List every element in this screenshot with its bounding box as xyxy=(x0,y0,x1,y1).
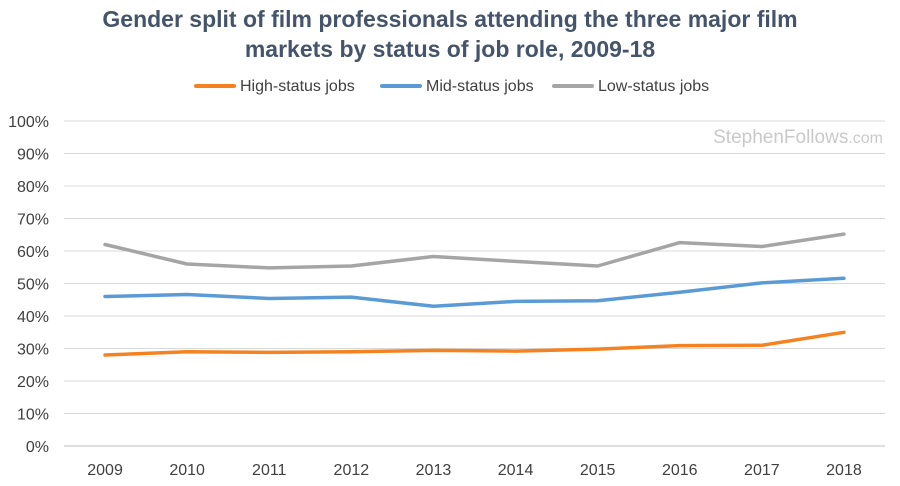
legend-label: High-status jobs xyxy=(240,78,355,95)
y-tick-label: 90% xyxy=(17,147,49,164)
y-tick-label: 70% xyxy=(17,212,49,229)
watermark-suffix: .com xyxy=(848,130,883,147)
x-tick-label: 2014 xyxy=(498,462,534,479)
y-tick-label: 60% xyxy=(17,244,49,261)
y-tick-label: 0% xyxy=(26,439,49,456)
legend: High-status jobs Mid-status jobs Low-statu… xyxy=(194,78,709,95)
y-tick-label: 40% xyxy=(17,309,49,326)
series-line xyxy=(103,232,846,270)
x-axis: 2009 2010 2011 2012 2013 2014 2015 2016 2017 2018 xyxy=(87,462,862,479)
series-lines xyxy=(103,232,846,357)
y-tick-label: 20% xyxy=(17,374,49,391)
series-low-status-jobs xyxy=(103,232,846,270)
series-line xyxy=(103,330,846,357)
x-tick-label: 2013 xyxy=(416,462,452,479)
legend-label: Low-status jobs xyxy=(598,78,709,95)
watermark-main: StephenFollows xyxy=(713,127,848,148)
legend-item-high-status-jobs: High-status jobs xyxy=(194,78,355,95)
series-mid-status-jobs xyxy=(103,276,846,309)
y-tick-label: 100% xyxy=(8,114,49,131)
series-line xyxy=(103,276,846,309)
x-tick-label: 2012 xyxy=(334,462,370,479)
x-tick-label: 2009 xyxy=(87,462,123,479)
chart-title-line-1: Gender split of film professionals atten… xyxy=(102,6,798,32)
x-tick-label: 2015 xyxy=(580,462,616,479)
gridlines xyxy=(64,120,885,447)
y-tick-label: 80% xyxy=(17,179,49,196)
x-tick-label: 2011 xyxy=(252,462,287,479)
x-tick-label: 2018 xyxy=(826,462,862,479)
x-tick-label: 2010 xyxy=(169,462,205,479)
y-axis: 0% 10% 20% 30% 40% 50% 60% 70% 80% 90% 100% xyxy=(8,114,49,456)
series-high-status-jobs xyxy=(103,330,846,357)
y-tick-label: 10% xyxy=(17,407,49,424)
x-tick-label: 2016 xyxy=(662,462,698,479)
legend-item-mid-status-jobs: Mid-status jobs xyxy=(380,78,534,95)
y-tick-label: 30% xyxy=(17,342,49,359)
x-tick-label: 2017 xyxy=(744,462,780,479)
watermark: StephenFollows.com xyxy=(713,127,883,148)
legend-item-low-status-jobs: Low-status jobs xyxy=(552,78,709,95)
y-tick-label: 50% xyxy=(17,277,49,294)
chart-title-line-2: markets by status of job role, 2009-18 xyxy=(244,36,656,62)
legend-label: Mid-status jobs xyxy=(426,78,534,95)
chart-title: Gender split of film professionals atten… xyxy=(0,4,900,64)
